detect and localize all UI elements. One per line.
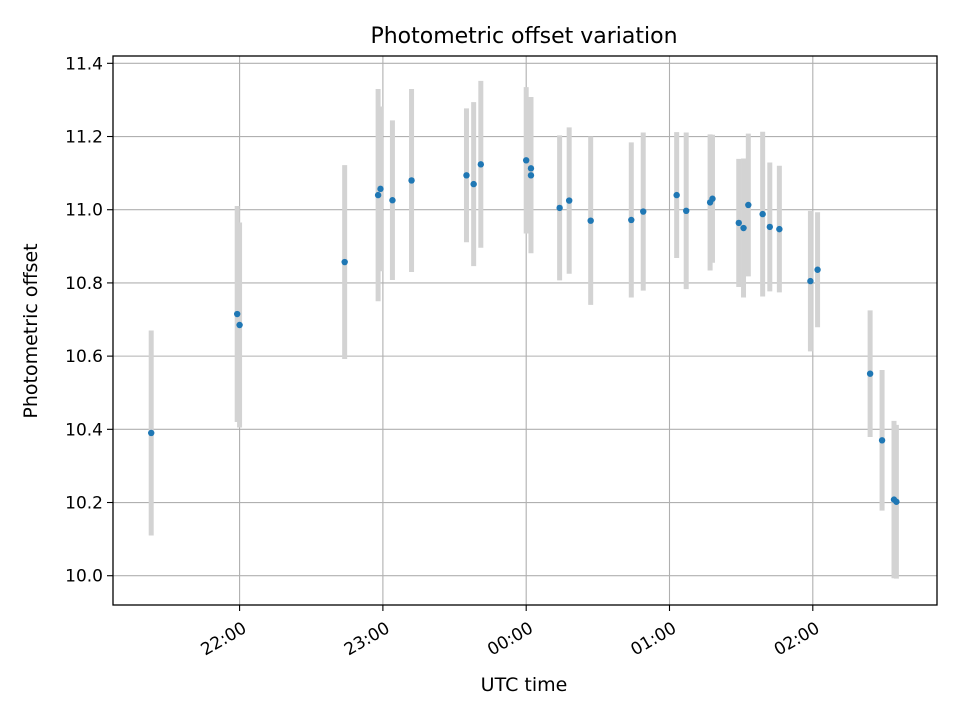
data-point bbox=[878, 437, 886, 444]
y-axis-ticks: 10.0 10.2 10.4 10.6 10.8 11.0 11.2 11.4 bbox=[65, 54, 113, 587]
y-tick-label: 11.0 bbox=[65, 201, 103, 221]
x-tick-label: 22:00 bbox=[198, 618, 250, 660]
x-axis-ticks: 22:00 23:00 00:00 01:00 02:00 bbox=[198, 605, 823, 660]
data-point bbox=[148, 429, 155, 437]
data-point bbox=[766, 223, 774, 231]
data-point bbox=[740, 224, 747, 232]
data-point bbox=[683, 207, 690, 215]
data-point bbox=[814, 266, 821, 273]
data-point bbox=[628, 216, 635, 224]
data-point bbox=[377, 185, 384, 193]
data-point bbox=[389, 197, 396, 204]
y-tick-label: 11.4 bbox=[65, 54, 103, 74]
data-point bbox=[776, 225, 783, 233]
data-point bbox=[893, 498, 900, 505]
y-tick-label: 10.0 bbox=[65, 567, 103, 587]
data-point bbox=[341, 258, 348, 266]
data-point bbox=[374, 191, 382, 199]
data-point bbox=[640, 208, 647, 215]
data-point bbox=[463, 172, 470, 179]
data-point bbox=[522, 157, 530, 164]
data-point bbox=[587, 217, 594, 224]
data-point bbox=[759, 210, 766, 218]
y-tick-label: 10.8 bbox=[65, 274, 103, 294]
error-bars bbox=[148, 80, 899, 579]
y-tick-label: 10.4 bbox=[65, 420, 103, 440]
data-point bbox=[866, 370, 874, 377]
data-points bbox=[148, 157, 900, 505]
data-point bbox=[807, 277, 814, 285]
x-tick-label: 01:00 bbox=[628, 618, 680, 660]
data-point bbox=[470, 180, 477, 188]
data-point bbox=[236, 321, 243, 329]
y-tick-label: 10.6 bbox=[65, 347, 103, 367]
x-tick-label: 00:00 bbox=[484, 618, 536, 660]
y-tick-label: 10.2 bbox=[65, 494, 103, 514]
data-point bbox=[527, 165, 535, 172]
data-point bbox=[565, 197, 573, 204]
plot-frame bbox=[112, 55, 938, 606]
x-axis-label: UTC time bbox=[481, 674, 568, 696]
chart-title: Photometric offset variation bbox=[370, 24, 677, 49]
y-tick-label: 11.2 bbox=[65, 128, 103, 148]
data-point bbox=[477, 161, 485, 168]
data-point bbox=[527, 172, 535, 179]
data-point bbox=[233, 310, 241, 318]
data-point bbox=[709, 195, 716, 202]
data-point bbox=[745, 201, 752, 209]
x-tick-label: 23:00 bbox=[341, 618, 393, 660]
data-point bbox=[735, 219, 742, 227]
x-tick-label: 02:00 bbox=[771, 618, 823, 660]
data-point bbox=[556, 204, 563, 212]
data-point bbox=[673, 191, 680, 199]
y-axis-label: Photometric offset bbox=[20, 243, 42, 418]
data-point bbox=[408, 177, 415, 184]
